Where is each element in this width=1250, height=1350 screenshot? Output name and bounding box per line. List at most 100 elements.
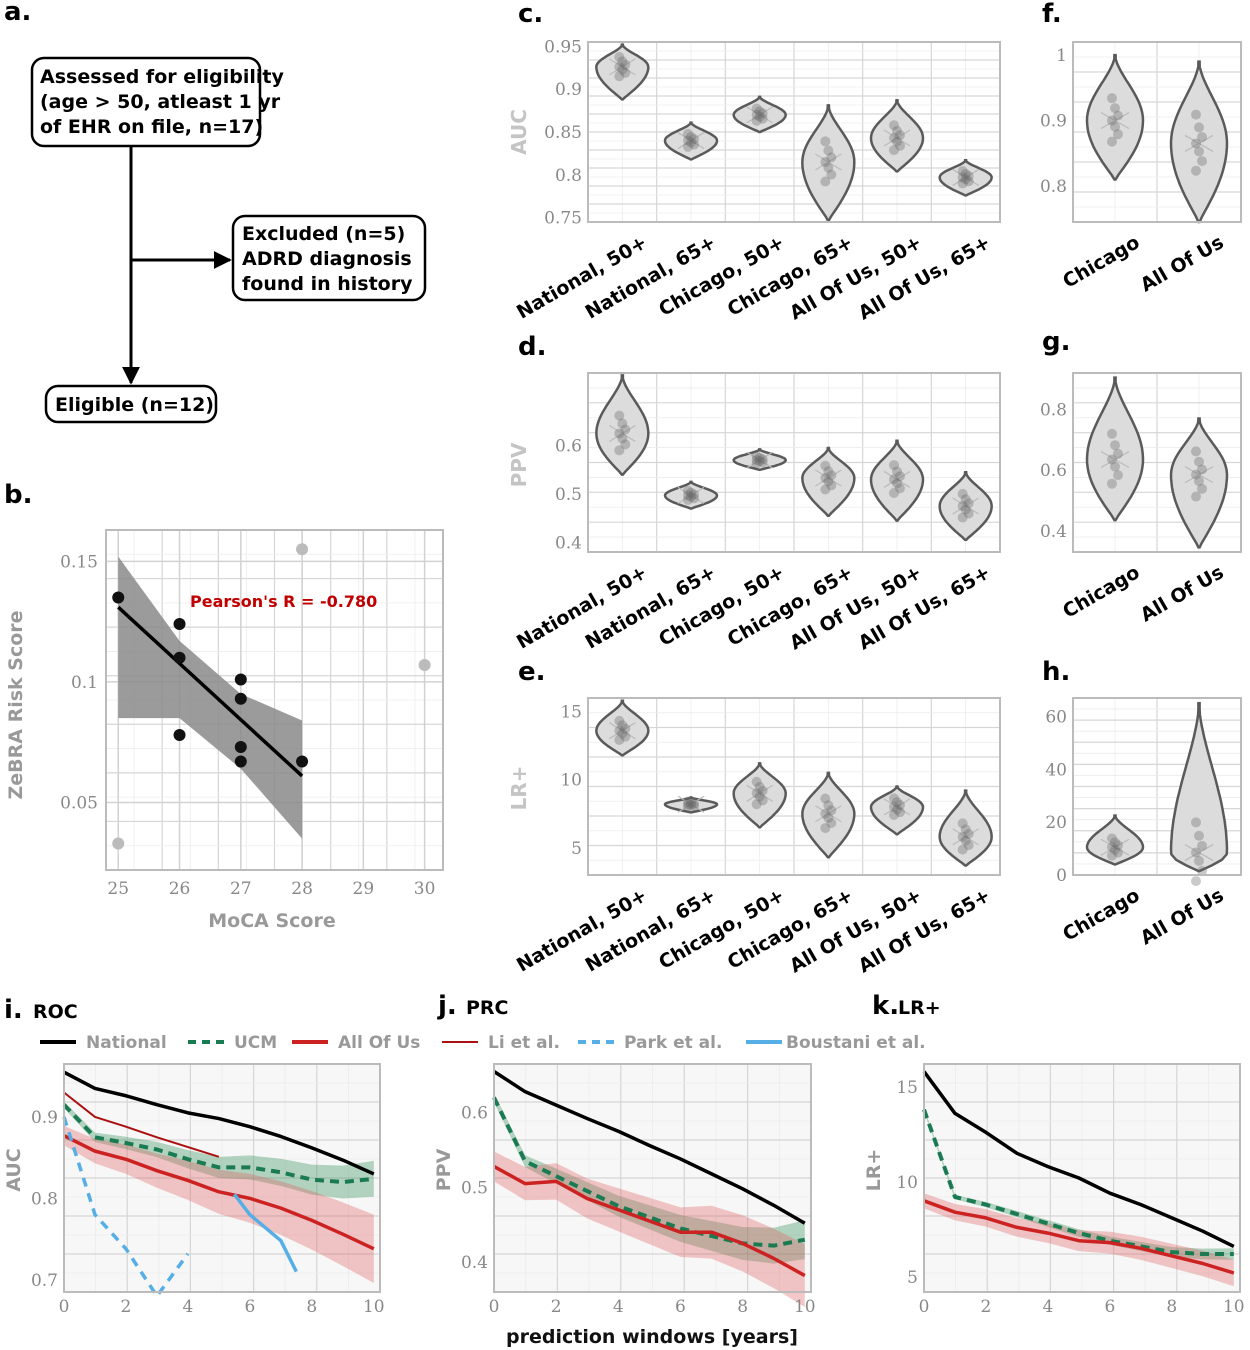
y-tick-label: 0.9 bbox=[1040, 112, 1067, 132]
plot-frame bbox=[1072, 372, 1242, 553]
median-cross bbox=[952, 828, 979, 846]
y-tick-label: 0.95 bbox=[544, 37, 582, 57]
sample-dot bbox=[826, 169, 837, 180]
sample-dot bbox=[1113, 129, 1123, 140]
median-cross bbox=[609, 722, 636, 740]
y-tick-label: 0.6 bbox=[461, 1104, 488, 1124]
sample-dot bbox=[889, 488, 899, 499]
x-tick-label: 0 bbox=[59, 1297, 70, 1317]
prc-ylabel: PPV bbox=[433, 1148, 455, 1191]
legend-label: UCM bbox=[234, 1033, 277, 1053]
sample-dot bbox=[963, 498, 974, 509]
sample-dot bbox=[614, 61, 625, 72]
sample-dot bbox=[751, 455, 762, 466]
plot-frame bbox=[923, 1063, 1241, 1293]
y-tick-label: 0.8 bbox=[555, 166, 582, 186]
y-tick-label: 0.5 bbox=[555, 485, 582, 505]
sample-dot bbox=[754, 791, 765, 802]
moca-xlabel: MoCA Score bbox=[208, 910, 335, 932]
median-cross bbox=[677, 132, 705, 150]
sample-dot bbox=[751, 788, 762, 799]
sample-dot bbox=[686, 487, 696, 498]
assessed-line-1: Assessed for eligibility bbox=[40, 66, 284, 88]
sample-dot bbox=[895, 471, 905, 482]
series-line bbox=[232, 1193, 298, 1273]
x-tick-label: 8 bbox=[306, 1297, 317, 1317]
median-cross bbox=[1184, 466, 1214, 484]
series-line bbox=[492, 1096, 806, 1248]
sample-dot bbox=[895, 130, 905, 141]
violin bbox=[1085, 814, 1145, 866]
sample-dot bbox=[751, 109, 762, 120]
assessed-line-3: of EHR on file, n=17) bbox=[40, 116, 263, 138]
sample-dot bbox=[1197, 132, 1207, 143]
sample-dot bbox=[1197, 840, 1207, 851]
sample-dot bbox=[892, 466, 902, 477]
sample-dot bbox=[620, 723, 631, 734]
data-point bbox=[173, 728, 186, 741]
x-tick-label: 4 bbox=[613, 1297, 624, 1317]
sample-dot bbox=[620, 439, 631, 450]
x-tick-label: 2 bbox=[121, 1297, 132, 1317]
plot-frame bbox=[587, 41, 1001, 223]
category-label: All Of Us bbox=[1137, 231, 1228, 296]
x-tick-label: 29 bbox=[353, 879, 375, 899]
sample-dot bbox=[1191, 446, 1201, 457]
plot-frame bbox=[1072, 697, 1242, 876]
sample-dot bbox=[683, 128, 693, 139]
sample-dot bbox=[1107, 93, 1117, 104]
sample-dot bbox=[757, 108, 768, 119]
sample-dot bbox=[1191, 469, 1201, 480]
sample-dot bbox=[889, 810, 899, 821]
y-tick-label: 20 bbox=[1045, 813, 1067, 833]
sample-dot bbox=[1191, 138, 1201, 149]
sample-dot bbox=[1107, 428, 1117, 439]
data-point bbox=[234, 755, 247, 768]
y-tick-label: 60 bbox=[1045, 707, 1067, 727]
roc-ylabel: AUC bbox=[3, 1148, 25, 1192]
sample-dot bbox=[754, 456, 765, 467]
x-tick-label: 8 bbox=[737, 1297, 748, 1317]
sample-dot bbox=[820, 136, 831, 147]
sample-dot bbox=[620, 424, 631, 435]
panel-subtitle-k: LR+ bbox=[898, 997, 941, 1019]
x-tick-label: 28 bbox=[291, 879, 313, 899]
violin bbox=[869, 99, 925, 173]
excluded-point bbox=[112, 837, 125, 850]
x-tick-label: 26 bbox=[169, 879, 191, 899]
data-point bbox=[234, 741, 247, 754]
sample-dot bbox=[1197, 483, 1207, 494]
sample-dot bbox=[1113, 448, 1123, 459]
sample-dot bbox=[820, 157, 831, 167]
sample-dot bbox=[683, 494, 693, 505]
y-tick-label: 0.9 bbox=[31, 1108, 58, 1128]
sample-dot bbox=[683, 141, 693, 152]
violin bbox=[595, 43, 650, 101]
lr-ylabel: LR+ bbox=[507, 766, 531, 811]
violin bbox=[1169, 702, 1229, 873]
sample-dot bbox=[1107, 454, 1117, 465]
sample-dot bbox=[754, 111, 765, 122]
sample-dot bbox=[689, 493, 699, 504]
sample-dot bbox=[620, 731, 631, 742]
panel-subtitle-i: ROC bbox=[33, 1001, 78, 1023]
sample-dot bbox=[957, 844, 968, 855]
series-line bbox=[63, 1091, 220, 1158]
y-tick-label: 0.9 bbox=[555, 80, 582, 100]
prc-line-chart: 0 2 4 6 8 10 0.4 0.5 0.6 bbox=[461, 1063, 816, 1317]
violin bbox=[1169, 417, 1229, 549]
sample-dot bbox=[960, 504, 971, 515]
x-tick-label: 0 bbox=[919, 1297, 930, 1317]
sample-dot bbox=[960, 168, 971, 179]
median-cross bbox=[1184, 134, 1214, 152]
sample-dot bbox=[895, 807, 905, 818]
median-cross bbox=[609, 424, 636, 442]
sample-dot bbox=[689, 134, 699, 145]
sample-dot bbox=[820, 793, 831, 804]
sample-dot bbox=[826, 152, 837, 163]
y-tick-label: 15 bbox=[896, 1078, 918, 1098]
panel-label-k: k. bbox=[872, 991, 899, 1021]
sample-dot bbox=[1191, 165, 1201, 176]
excluded-point bbox=[296, 543, 309, 556]
sample-dot bbox=[963, 176, 974, 187]
